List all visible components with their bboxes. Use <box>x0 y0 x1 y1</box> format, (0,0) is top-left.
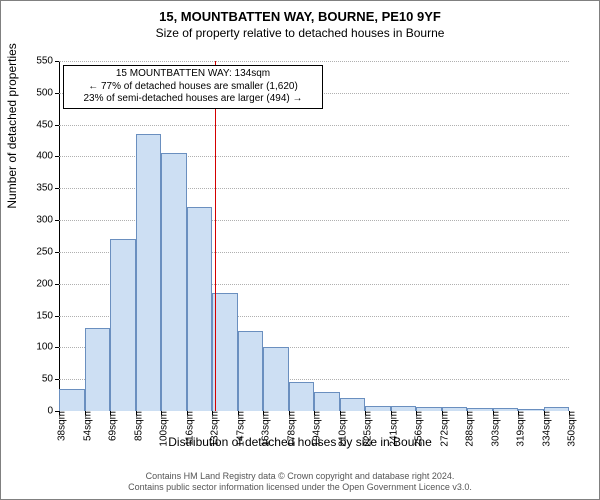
bar <box>238 331 264 411</box>
bar <box>59 389 85 411</box>
y-axis-title: Number of detached properties <box>5 43 19 208</box>
ytick-label: 50 <box>42 374 59 385</box>
annotation-box: 15 MOUNTBATTEN WAY: 134sqm← 77% of detac… <box>63 65 323 109</box>
chart-container: 15, MOUNTBATTEN WAY, BOURNE, PE10 9YF Si… <box>0 0 600 500</box>
footer-line-2: Contains public sector information licen… <box>1 482 599 493</box>
gridline-h <box>59 61 569 62</box>
bar <box>187 207 213 411</box>
ytick-label: 200 <box>36 278 59 289</box>
ytick-label: 400 <box>36 151 59 162</box>
chart-title-main: 15, MOUNTBATTEN WAY, BOURNE, PE10 9YF <box>1 1 599 24</box>
ytick-label: 100 <box>36 342 59 353</box>
ytick-label: 550 <box>36 56 59 67</box>
gridline-h <box>59 125 569 126</box>
bar <box>136 134 162 411</box>
footer-line-1: Contains HM Land Registry data © Crown c… <box>1 471 599 482</box>
ytick-label: 250 <box>36 246 59 257</box>
reference-line <box>215 61 216 411</box>
bar <box>289 382 315 411</box>
bar <box>314 392 340 411</box>
bar <box>110 239 136 411</box>
bar <box>212 293 238 411</box>
ytick-label: 450 <box>36 119 59 130</box>
chart-title-sub: Size of property relative to detached ho… <box>1 24 599 40</box>
bar <box>340 398 366 411</box>
ytick-label: 300 <box>36 215 59 226</box>
bar <box>85 328 111 411</box>
plot-area: 05010015020025030035040045050055038sqm54… <box>59 61 569 411</box>
bar <box>263 347 289 411</box>
ytick-label: 350 <box>36 183 59 194</box>
ytick-label: 150 <box>36 310 59 321</box>
footer-attribution: Contains HM Land Registry data © Crown c… <box>1 471 599 493</box>
annotation-line: 23% of semi-detached houses are larger (… <box>70 93 316 106</box>
annotation-line: ← 77% of detached houses are smaller (1,… <box>70 81 316 94</box>
bar <box>161 153 187 411</box>
ytick-label: 500 <box>36 87 59 98</box>
x-axis-title: Distribution of detached houses by size … <box>1 435 599 449</box>
annotation-line: 15 MOUNTBATTEN WAY: 134sqm <box>70 68 316 81</box>
